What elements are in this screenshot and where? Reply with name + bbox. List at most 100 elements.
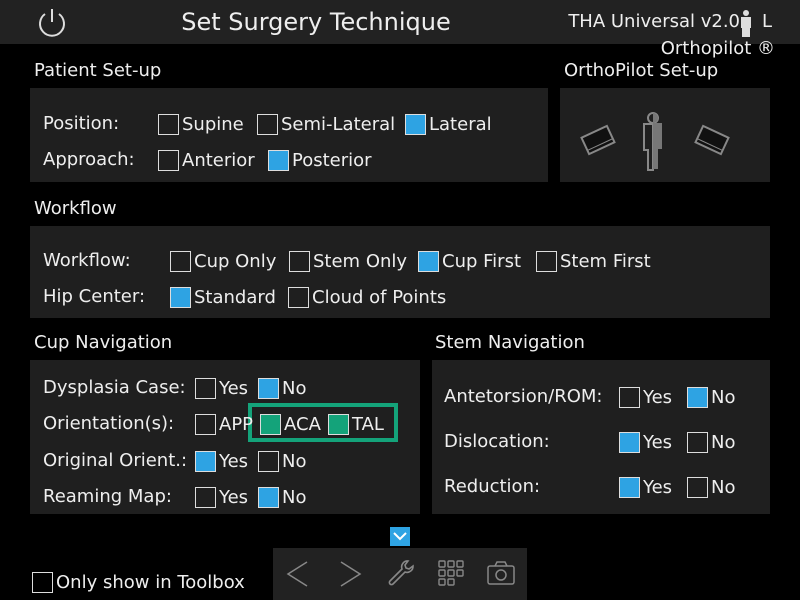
checkbox[interactable] (405, 114, 426, 135)
checkbox[interactable] (158, 150, 179, 171)
camera-icon[interactable] (486, 560, 516, 586)
checkbox[interactable] (258, 487, 279, 508)
cup-navigation-panel (30, 360, 420, 514)
orientation-option-tal[interactable]: TAL (328, 414, 384, 435)
reaming-option-no[interactable]: No (258, 487, 306, 508)
dysplasia-option-yes[interactable]: Yes (195, 378, 248, 399)
position-option-semi-lateral[interactable]: Semi-Lateral (257, 114, 395, 135)
expand-button[interactable] (390, 527, 410, 546)
checkbox-label: Cup Only (194, 251, 277, 272)
workflow-panel (30, 226, 770, 318)
checkbox[interactable] (260, 414, 281, 435)
checkbox[interactable] (195, 451, 216, 472)
workflow-label: Workflow: (43, 250, 131, 271)
orientation-label: Orientation(s): (43, 413, 175, 434)
approach-option-anterior[interactable]: Anterior (158, 150, 255, 171)
orientation-option-aca[interactable]: ACA (260, 414, 321, 435)
workflow-title: Workflow (34, 198, 117, 219)
power-icon[interactable] (35, 6, 69, 40)
checkbox[interactable] (170, 251, 191, 272)
checkbox-label: Stem First (560, 251, 651, 272)
checkbox-label: Yes (219, 378, 249, 399)
checkbox[interactable] (268, 150, 289, 171)
checkbox-label: Stem Only (313, 251, 408, 272)
reaming-option-yes[interactable]: Yes (195, 487, 248, 508)
antetorsion-option-no[interactable]: No (687, 387, 735, 408)
checkbox[interactable] (195, 487, 216, 508)
brand-label: Orthopilot ® (660, 38, 775, 59)
side-label: L (762, 11, 773, 32)
position-option-supine[interactable]: Supine (158, 114, 244, 135)
checkbox[interactable] (687, 387, 708, 408)
orthopilot-setup-title: OrthoPilot Set-up (564, 60, 719, 81)
checkbox[interactable] (418, 251, 439, 272)
checkbox-label: Cup First (442, 251, 522, 272)
original-option-yes[interactable]: Yes (195, 451, 248, 472)
wrench-icon[interactable] (386, 558, 416, 588)
patient-setup-panel (30, 88, 548, 182)
checkbox[interactable] (687, 432, 708, 453)
checkbox-label: Standard (194, 287, 276, 308)
dislocation-option-no[interactable]: No (687, 432, 735, 453)
dislocation-label: Dislocation: (444, 431, 550, 452)
checkbox[interactable] (619, 432, 640, 453)
checkbox[interactable] (258, 378, 279, 399)
checkbox-label: Posterior (292, 150, 372, 171)
hip-option-standard[interactable]: Standard (170, 287, 276, 308)
checkbox[interactable] (32, 572, 53, 593)
header-bar: Set Surgery Technique THA Universal v2.0… (0, 0, 800, 44)
checkbox[interactable] (258, 451, 279, 472)
hip-option-cloud-of-points[interactable]: Cloud of Points (288, 287, 446, 308)
checkbox-label: Semi-Lateral (281, 114, 396, 135)
checkbox[interactable] (536, 251, 557, 272)
approach-label: Approach: (43, 149, 135, 170)
checkbox[interactable] (288, 287, 309, 308)
checkbox-label: APP (219, 414, 254, 435)
dysplasia-option-no[interactable]: No (258, 378, 306, 399)
workflow-option-stem-first[interactable]: Stem First (536, 251, 651, 272)
approach-option-posterior[interactable]: Posterior (268, 150, 372, 171)
back-icon[interactable] (285, 560, 311, 588)
checkbox-label: ACA (284, 414, 321, 435)
checkbox-label: No (282, 451, 307, 472)
checkbox[interactable] (619, 387, 640, 408)
checkbox-label: TAL (352, 414, 384, 435)
reduction-option-no[interactable]: No (687, 477, 735, 498)
camera-setup-icon (580, 112, 730, 171)
workflow-option-stem-only[interactable]: Stem Only (289, 251, 407, 272)
workflow-option-cup-only[interactable]: Cup Only (170, 251, 276, 272)
toolbox-only-checkbox[interactable]: Only show in Toolbox (32, 572, 245, 593)
original-option-no[interactable]: No (258, 451, 306, 472)
position-option-lateral[interactable]: Lateral (405, 114, 492, 135)
checkbox[interactable] (158, 114, 179, 135)
checkbox-label: Yes (643, 387, 673, 408)
dislocation-option-yes[interactable]: Yes (619, 432, 672, 453)
orientation-option-app[interactable]: APP (195, 414, 253, 435)
workflow-option-cup-first[interactable]: Cup First (418, 251, 521, 272)
checkbox[interactable] (195, 414, 216, 435)
reduction-label: Reduction: (444, 476, 541, 497)
checkbox-label: Yes (219, 451, 249, 472)
reduction-option-yes[interactable]: Yes (619, 477, 672, 498)
checkbox-label: No (282, 487, 307, 508)
checkbox[interactable] (289, 251, 310, 272)
patient-setup-title: Patient Set-up (34, 60, 162, 81)
checkbox[interactable] (687, 477, 708, 498)
checkbox[interactable] (170, 287, 191, 308)
antetorsion-label: Antetorsion/ROM: (444, 386, 603, 407)
checkbox-label: Yes (219, 487, 249, 508)
checkbox-label: Only show in Toolbox (56, 572, 245, 593)
antetorsion-option-yes[interactable]: Yes (619, 387, 672, 408)
checkbox[interactable] (328, 414, 349, 435)
stem-navigation-panel (432, 360, 770, 514)
grid-icon[interactable] (438, 560, 464, 586)
checkbox-label: No (711, 387, 736, 408)
version-label: THA Universal v2.0 (568, 11, 740, 32)
checkbox[interactable] (195, 378, 216, 399)
forward-icon[interactable] (337, 560, 363, 588)
checkbox[interactable] (619, 477, 640, 498)
orthopilot-setup-panel[interactable] (560, 88, 770, 182)
checkbox-label: Yes (643, 432, 673, 453)
bottom-toolbar (273, 548, 527, 600)
checkbox[interactable] (257, 114, 278, 135)
